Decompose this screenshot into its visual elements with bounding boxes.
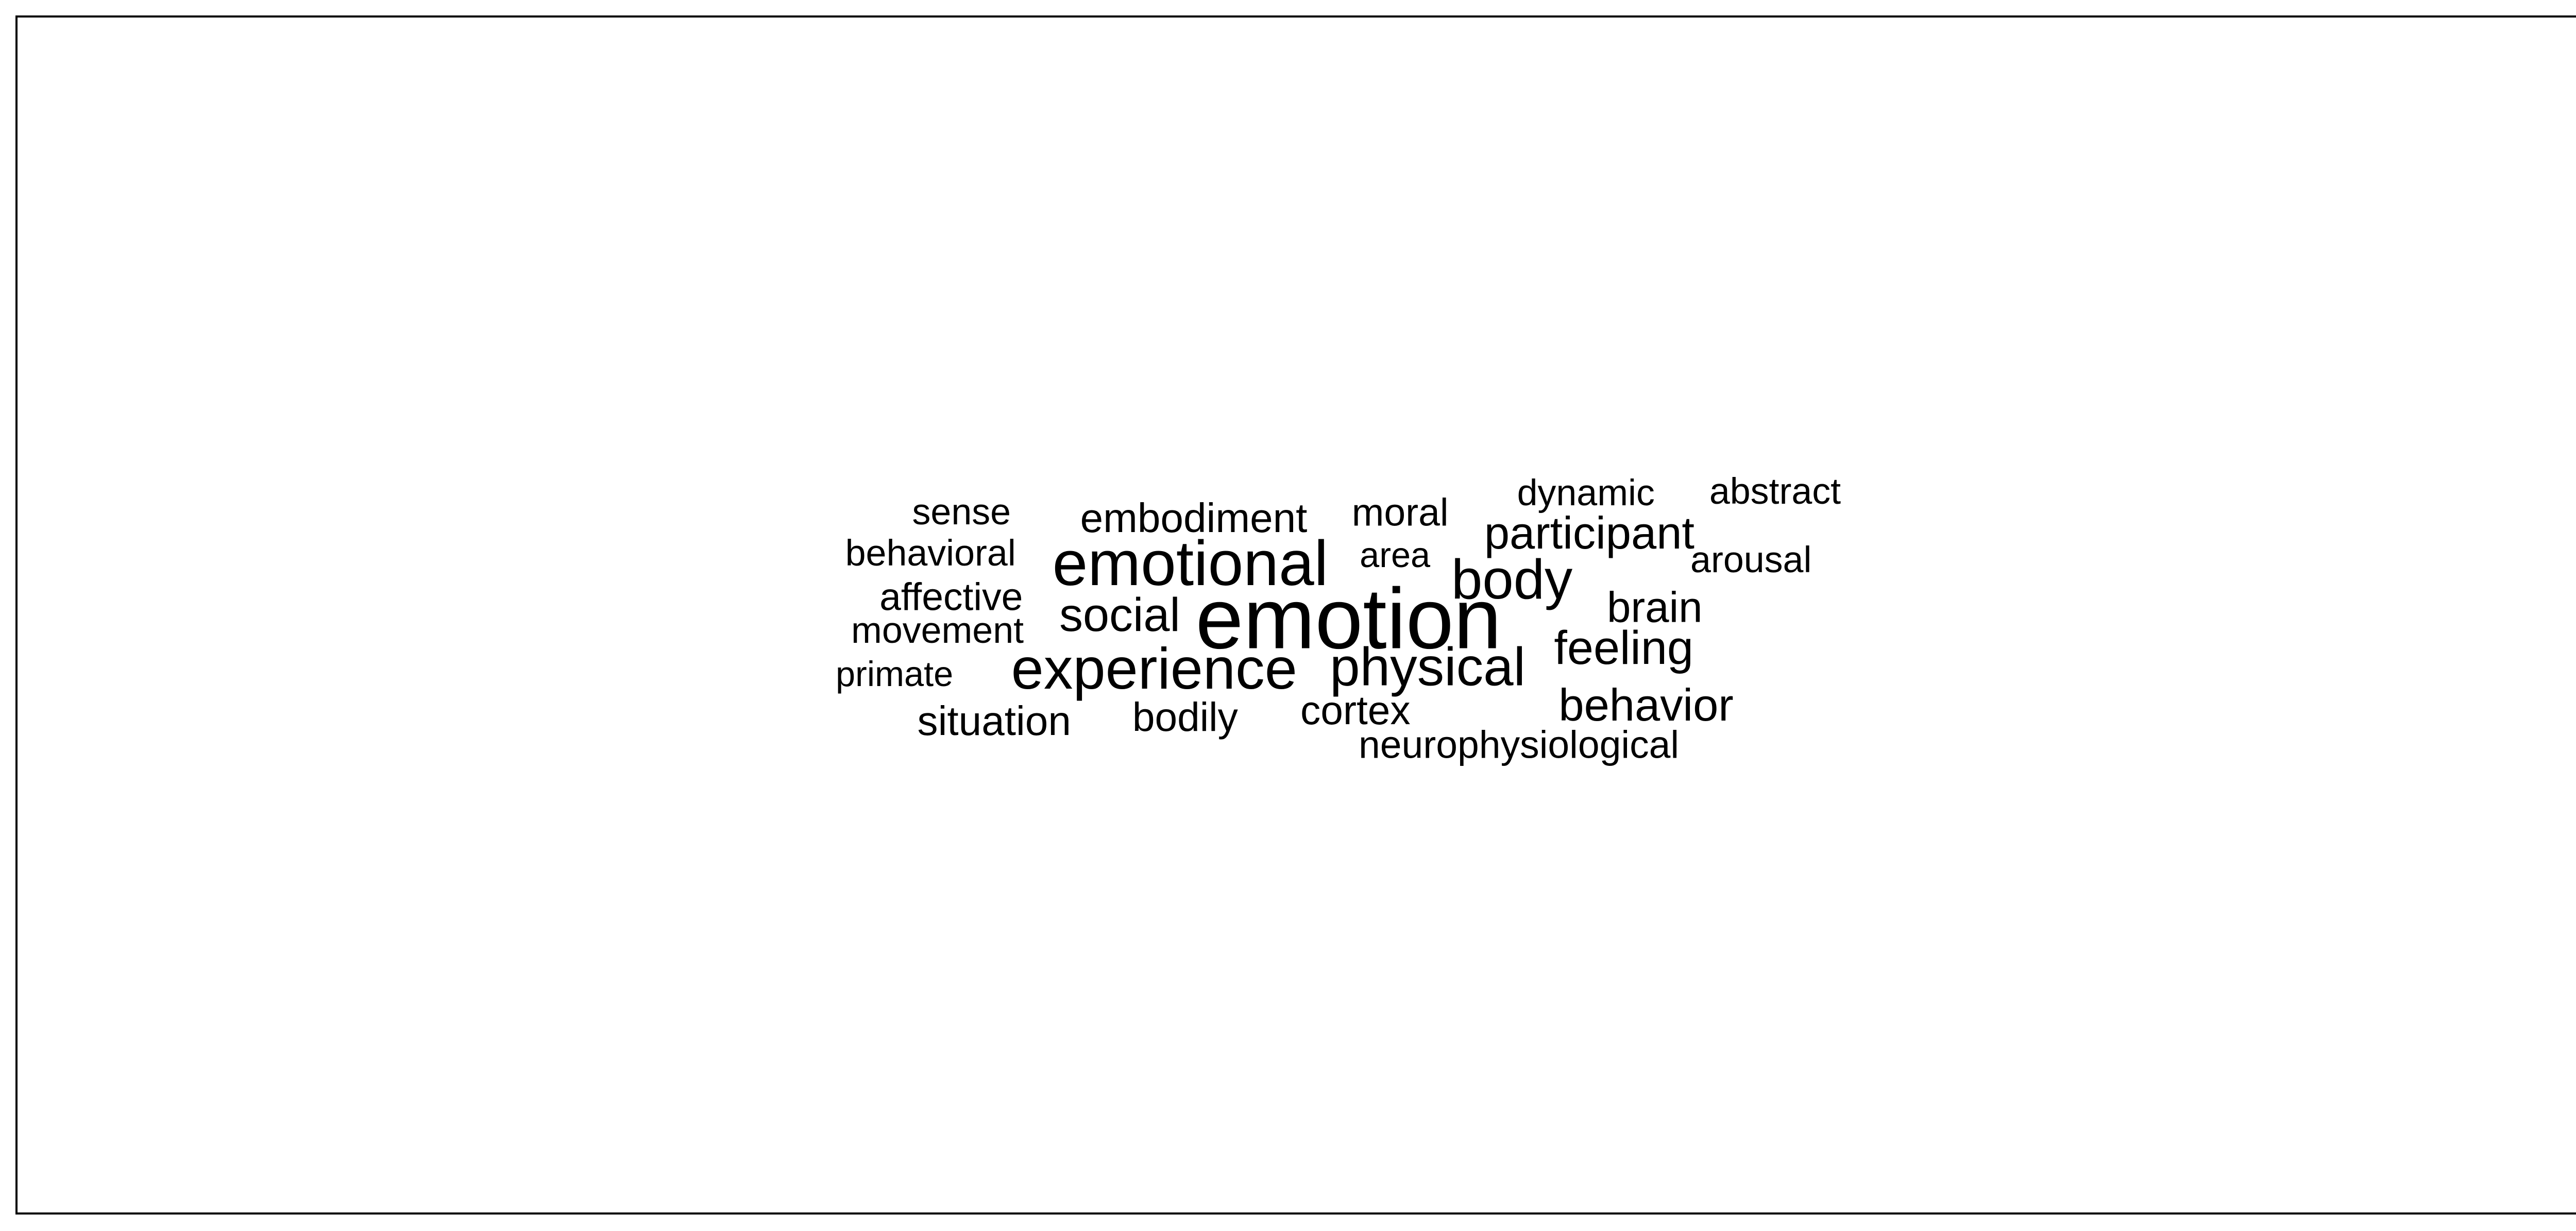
word-feeling: feeling [1554,621,1693,674]
word-primate: primate [835,654,954,694]
word-bodily: bodily [1132,694,1238,740]
word-moral: moral [1351,490,1449,534]
word-social: social [1059,589,1180,642]
word-affective: affective [879,574,1023,618]
word-abstract: abstract [1709,470,1841,512]
word-emotion: emotion [1195,571,1502,667]
word-dynamic: dynamic [1517,472,1655,514]
word-brain: brain [1606,582,1703,631]
word-neurophysiological: neurophysiological [1358,723,1680,766]
word-participant: participant [1484,507,1694,558]
word-arousal: arousal [1690,539,1812,581]
word-emotional: emotional [1052,528,1329,600]
word-situation: situation [917,697,1071,744]
word-behavioral: behavioral [845,533,1016,574]
word-movement: movement [851,610,1024,652]
word-area: area [1360,535,1431,575]
word-experience: experience [1011,636,1297,702]
word-cortex: cortex [1300,687,1411,733]
word-embodiment: embodiment [1080,494,1308,541]
word-physical: physical [1330,637,1526,697]
plot-frame [15,15,2576,1215]
word-sense: sense [912,491,1011,533]
word-body: body [1451,548,1573,610]
word-behavior: behavior [1558,679,1734,730]
